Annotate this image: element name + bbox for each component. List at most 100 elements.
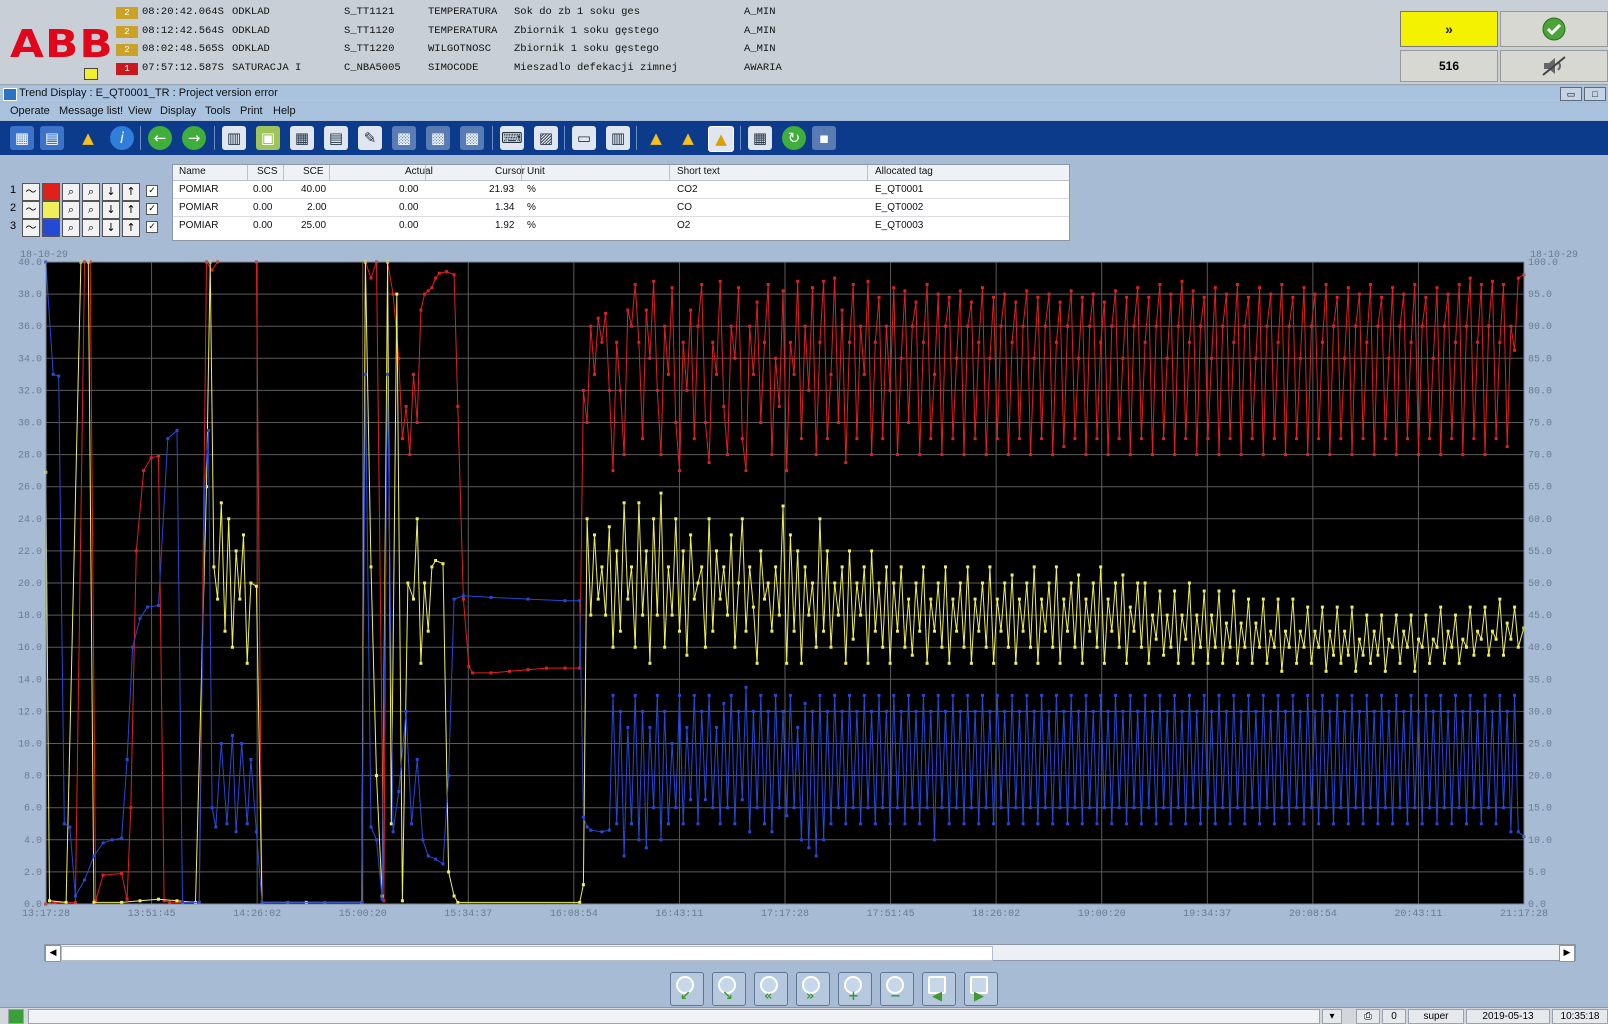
data-point: [1354, 806, 1357, 809]
color-swatch[interactable]: [42, 219, 60, 237]
disabled-icon-2[interactable]: ▩: [426, 126, 450, 150]
zoom-in-icon[interactable]: +: [838, 972, 872, 1006]
picture-icon[interactable]: ▣: [256, 126, 280, 150]
zoom-forward-icon[interactable]: ↘: [712, 972, 746, 1006]
fast-forward-icon[interactable]: »: [796, 972, 830, 1006]
keyboard-icon[interactable]: ⌨: [500, 126, 524, 150]
data-point: [1343, 710, 1346, 713]
disabled-icon-1[interactable]: ▩: [392, 126, 416, 150]
menu-help[interactable]: Help: [273, 105, 296, 117]
col-divider: [669, 165, 670, 180]
data-point: [815, 646, 818, 649]
zoom-out-icon[interactable]: ⌕: [82, 183, 100, 201]
data-point: [612, 469, 615, 472]
trend-chart[interactable]: 40.0 100.0 38.0 95.0 36.0 90.0 34.0 85.0 32.0 80.…: [0, 246, 1608, 946]
restore-button[interactable]: □: [1584, 87, 1606, 101]
menu-print[interactable]: Print: [240, 105, 263, 117]
color-swatch[interactable]: [42, 201, 60, 219]
data-point: [1158, 590, 1161, 593]
table-icon[interactable]: ▦: [290, 126, 314, 150]
horn-indicator[interactable]: [84, 68, 98, 80]
step-back-icon[interactable]: ◀: [922, 972, 956, 1006]
scroll-thumb[interactable]: [61, 946, 993, 961]
y-left-tick-label: 24.0: [18, 515, 42, 526]
menu-view[interactable]: View: [128, 105, 152, 117]
data-point: [1158, 694, 1161, 697]
zoom-out-icon[interactable]: ⌕: [82, 201, 100, 219]
data-point: [674, 806, 677, 809]
visible-checkbox[interactable]: ✓: [146, 185, 158, 197]
data-point: [1192, 806, 1195, 809]
zoom-in-icon[interactable]: ⌕: [62, 219, 80, 237]
report-icon[interactable]: ▤: [324, 126, 348, 150]
info-icon[interactable]: i: [110, 126, 134, 150]
zoom-in-icon[interactable]: ⌕: [62, 201, 80, 219]
acknowledge-button[interactable]: [1500, 11, 1608, 47]
visible-checkbox[interactable]: ✓: [146, 203, 158, 215]
color-swatch[interactable]: [42, 183, 60, 201]
data-point: [589, 829, 592, 832]
mute-horn-button[interactable]: [1500, 50, 1608, 82]
minimize-button[interactable]: ▭: [1560, 87, 1582, 101]
alarm-red-icon[interactable]: ▲: [676, 126, 700, 150]
alarm-row[interactable]: 2 08:02:48.565S ODKLAD S_TT1220 WILGOTNO…: [116, 42, 916, 58]
refresh-icon[interactable]: ↻: [782, 126, 806, 150]
warning-icon[interactable]: ▲: [76, 126, 100, 150]
save-icon[interactable]: ▪: [812, 126, 836, 150]
printer-icon[interactable]: ⎙: [1356, 1009, 1380, 1024]
scroll-left-button[interactable]: ◀: [45, 945, 61, 962]
menu-message-list[interactable]: Message list!: [59, 105, 123, 117]
alarm-row[interactable]: 2 08:20:42.064S ODKLAD S_TT1121 TEMPERAT…: [116, 5, 916, 21]
line-style-icon[interactable]: 〜: [22, 183, 40, 201]
line-style-icon[interactable]: 〜: [22, 219, 40, 237]
menu-operate[interactable]: Operate: [10, 105, 50, 117]
data-point: [815, 453, 818, 456]
scroll-right-button[interactable]: ▶: [1559, 945, 1575, 962]
doc-icon[interactable]: ▥: [222, 126, 246, 150]
fast-back-icon[interactable]: «: [754, 972, 788, 1006]
menu-display[interactable]: Display: [160, 105, 196, 117]
calc-icon[interactable]: ▦: [748, 126, 772, 150]
visible-checkbox[interactable]: ✓: [146, 221, 158, 233]
zoom-in-icon[interactable]: ⌕: [62, 183, 80, 201]
time-scrollbar[interactable]: ◀ ▶: [44, 944, 1576, 961]
dropdown-button[interactable]: ▾: [1322, 1009, 1342, 1024]
arrow-up-icon[interactable]: ↑: [122, 201, 140, 219]
alarm-row[interactable]: 1 07:57:12.587S SATURACJA I C_NBA5005 SI…: [116, 61, 916, 77]
data-point: [1036, 662, 1039, 665]
forward-icon[interactable]: →: [182, 126, 206, 150]
menu-tools[interactable]: Tools: [205, 105, 231, 117]
arrow-up-icon[interactable]: ↑: [122, 219, 140, 237]
split-icon[interactable]: ▥: [606, 126, 630, 150]
zoom-out-icon[interactable]: ⌕: [82, 219, 100, 237]
back-icon[interactable]: ←: [148, 126, 172, 150]
trend-icon[interactable]: ▤: [40, 126, 64, 150]
edit-icon[interactable]: ✎: [358, 126, 382, 150]
data-point: [830, 822, 833, 825]
zoom-out-icon[interactable]: −: [880, 972, 914, 1006]
arrow-down-icon[interactable]: ↓: [102, 201, 120, 219]
alarm-selected-icon[interactable]: ▲: [708, 126, 734, 152]
arrow-up-icon[interactable]: ↑: [122, 183, 140, 201]
disabled-icon-3[interactable]: ▩: [460, 126, 484, 150]
data-point: [1085, 598, 1088, 601]
data-point: [848, 549, 851, 552]
grid-icon[interactable]: ▦: [10, 126, 34, 150]
window-icon[interactable]: ▭: [572, 126, 596, 150]
alarm-yellow-icon[interactable]: ▲: [644, 126, 668, 150]
data-point: [837, 614, 840, 617]
alarm-row[interactable]: 2 08:12:42.564S ODKLAD S_TT1120 TEMPERAT…: [116, 24, 916, 40]
data-point: [593, 373, 596, 376]
step-forward-icon[interactable]: ▶: [964, 972, 998, 1006]
trend-chart-svg[interactable]: 40.0 100.0 38.0 95.0 36.0 90.0 34.0 85.0 32.0 80.…: [0, 246, 1608, 946]
data-point: [434, 277, 437, 280]
line-style-icon[interactable]: 〜: [22, 201, 40, 219]
chart-add-icon[interactable]: ▨: [534, 126, 558, 150]
arrow-down-icon[interactable]: ↓: [102, 183, 120, 201]
data-point: [527, 598, 530, 601]
zoom-back-icon[interactable]: ↙: [670, 972, 704, 1006]
arrow-down-icon[interactable]: ↓: [102, 219, 120, 237]
next-alarm-button[interactable]: »: [1400, 11, 1498, 47]
data-point: [176, 899, 179, 902]
data-point: [1376, 325, 1379, 328]
